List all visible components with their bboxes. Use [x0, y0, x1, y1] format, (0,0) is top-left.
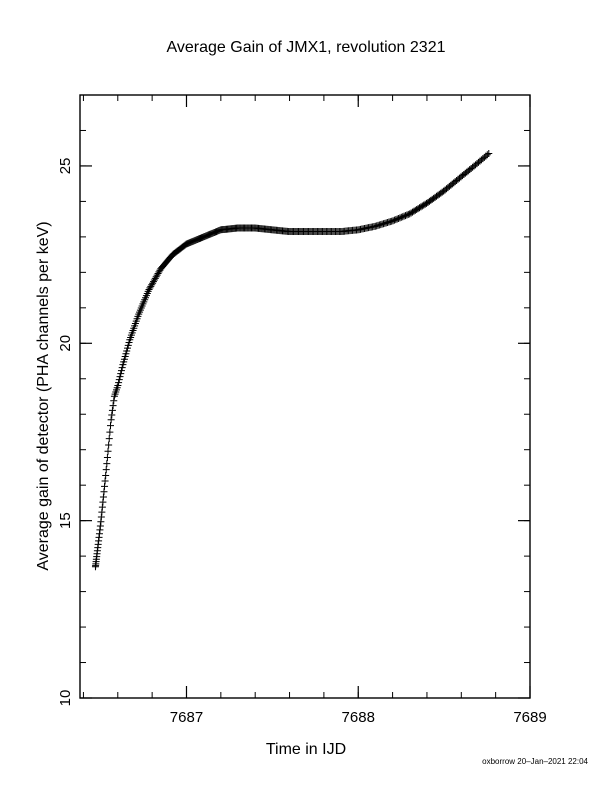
y-axis-label: Average gain of detector (PHA channels p…	[35, 221, 52, 570]
data-point-marker	[150, 276, 158, 284]
data-point-marker	[108, 406, 116, 414]
data-point-marker	[115, 376, 123, 384]
data-point-marker	[117, 370, 125, 378]
chart-title: Average Gain of JMX1, revolution 2321	[167, 39, 446, 56]
data-point-marker	[103, 453, 111, 461]
data-point-marker	[117, 367, 125, 375]
data-point-marker	[106, 428, 114, 436]
x-tick-label: 7688	[342, 709, 375, 726]
data-point-marker	[101, 477, 109, 485]
data-point-marker	[151, 274, 159, 282]
data-markers	[91, 150, 493, 571]
footer-timestamp: oxborrow 20–Jan–2021 22:04	[482, 757, 588, 766]
x-tick-label: 7687	[170, 709, 203, 726]
data-point-marker	[105, 441, 113, 449]
data-point-marker	[97, 513, 105, 521]
data-point-marker	[485, 150, 493, 158]
axes: 7687 7688 7689 10 15 20 25	[57, 94, 547, 726]
data-point-marker	[149, 279, 157, 287]
data-point-marker	[98, 508, 106, 516]
data-point-marker	[115, 379, 123, 387]
data-point-marker	[107, 416, 115, 424]
data-point-marker	[149, 278, 157, 286]
x-tick-label: 7689	[513, 709, 546, 726]
data-point-marker	[146, 284, 154, 292]
data-point-marker	[110, 397, 118, 405]
data-point-marker	[147, 282, 155, 290]
data-point-marker	[483, 151, 491, 159]
data-point-marker	[102, 466, 110, 474]
data-point-marker	[105, 435, 113, 443]
data-point-marker	[116, 373, 124, 381]
data-point-marker	[145, 285, 153, 293]
y-tick-label: 20	[57, 335, 74, 352]
data-point-marker	[101, 482, 109, 490]
data-point-marker	[109, 402, 117, 410]
x-axis-label: Time in IJD	[266, 741, 346, 758]
data-point-marker	[107, 422, 115, 430]
data-point-marker	[98, 503, 106, 511]
data-point-marker	[148, 281, 156, 289]
data-point-marker	[102, 472, 110, 480]
plot-frame	[79, 94, 531, 699]
y-tick-label: 15	[57, 512, 74, 529]
data-point-marker	[118, 364, 126, 372]
data-point-marker	[108, 411, 116, 419]
data-point-marker	[100, 488, 108, 496]
data-point-marker	[152, 273, 160, 281]
data-point-marker	[103, 460, 111, 468]
y-tick-label: 25	[57, 158, 74, 175]
data-point-marker	[114, 381, 122, 389]
data-point-marker	[104, 447, 112, 455]
data-point-marker	[99, 493, 107, 501]
y-tick-label: 10	[57, 690, 74, 707]
data-point-marker	[99, 498, 107, 506]
